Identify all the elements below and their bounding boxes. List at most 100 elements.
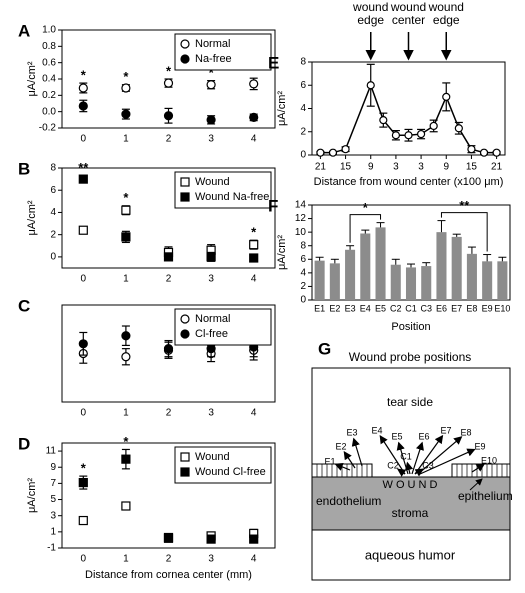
x-tick-label: 0 xyxy=(81,554,87,565)
probe-arrow xyxy=(471,463,485,473)
x-tick-label: E3 xyxy=(345,303,356,313)
point xyxy=(121,501,131,511)
point xyxy=(121,109,131,119)
significance-mark: * xyxy=(166,63,172,78)
x-tick-label: 1 xyxy=(123,554,129,565)
point xyxy=(328,148,338,157)
epithelium-arrow xyxy=(469,478,483,491)
bar xyxy=(466,253,477,300)
y-tick-label: 8 xyxy=(50,163,56,174)
legend-box xyxy=(174,171,272,209)
x-tick-label: E6 xyxy=(436,303,447,313)
y-tick-label: -1 xyxy=(47,543,56,554)
point xyxy=(78,225,88,235)
point xyxy=(249,240,259,250)
x-tick-label: 2 xyxy=(166,554,172,565)
probe-arrow xyxy=(404,461,414,475)
x-tick-label: E4 xyxy=(360,303,371,313)
y-tick-label: 12 xyxy=(295,213,307,224)
y-tick-label: 2 xyxy=(300,281,306,292)
significance-mark: ** xyxy=(459,198,470,213)
panel-letter: G xyxy=(318,339,331,358)
legend-label: Normal xyxy=(195,38,230,50)
probe-label: C3 xyxy=(422,460,434,470)
legend-box xyxy=(174,308,272,346)
significance-bracket xyxy=(440,212,488,252)
probe-arrow xyxy=(417,436,463,475)
significance-mark: * xyxy=(363,200,369,215)
probe-label: E10 xyxy=(481,455,497,465)
y-tick-label: 4 xyxy=(50,207,56,218)
y-tick-label: 0.0 xyxy=(42,106,56,117)
y-tick-label: 11 xyxy=(46,446,57,457)
point xyxy=(206,115,216,125)
x-tick-label: E5 xyxy=(375,303,386,313)
marker-label: wound xyxy=(390,0,426,14)
x-tick-label: 3 xyxy=(208,554,214,565)
x-tick-label: 3 xyxy=(393,162,399,173)
point xyxy=(121,331,131,341)
marker-label: wound xyxy=(428,0,464,14)
x-axis-label: Position xyxy=(391,321,430,333)
probe-arrow xyxy=(414,468,424,477)
marker-label: center xyxy=(392,13,425,27)
bar xyxy=(482,261,493,300)
x-tick-label: 15 xyxy=(466,162,478,173)
point xyxy=(78,174,88,184)
panel-letter: D xyxy=(18,434,30,453)
marker-label: edge xyxy=(357,13,384,27)
probe-label: C1 xyxy=(400,451,412,461)
y-axis-label: μA/cm² xyxy=(26,200,38,235)
legend-marker xyxy=(180,177,190,187)
y-tick-label: 5 xyxy=(50,494,56,505)
x-tick-label: 3 xyxy=(208,408,214,419)
y-tick-label: 9 xyxy=(50,462,56,473)
aqueous-label: aqueous humor xyxy=(365,547,456,562)
point xyxy=(163,111,174,121)
point xyxy=(249,79,259,89)
panel-letter: F xyxy=(268,196,278,215)
point xyxy=(78,83,88,93)
x-tick-label: 2 xyxy=(166,134,172,145)
x-tick-label: 9 xyxy=(368,162,374,173)
y-axis-label: μA/cm² xyxy=(276,91,288,126)
x-tick-label: E9 xyxy=(482,303,493,313)
point xyxy=(404,131,413,140)
legend-marker xyxy=(180,314,190,324)
y-tick-label: 8 xyxy=(300,57,306,68)
x-tick-label: 1 xyxy=(123,134,129,145)
diagram-title: Wound probe positions xyxy=(349,350,472,364)
probe-arrow xyxy=(334,463,351,471)
x-tick-label: 4 xyxy=(251,408,257,419)
bar xyxy=(360,233,371,300)
x-tick-label: 1 xyxy=(123,274,129,285)
significance-mark: * xyxy=(123,69,129,84)
significance-mark: ** xyxy=(78,160,89,175)
y-tick-label: 0.4 xyxy=(42,74,56,85)
point xyxy=(379,116,388,125)
y-tick-label: 1.0 xyxy=(42,25,56,36)
legend-marker xyxy=(180,54,190,64)
plot-frame xyxy=(61,167,276,269)
significance-mark: * xyxy=(123,434,129,449)
probe-arrow xyxy=(414,434,444,475)
plot-frame xyxy=(61,442,276,549)
bar xyxy=(421,266,432,300)
x-tick-label: C1 xyxy=(405,303,417,313)
legend-marker xyxy=(180,329,190,339)
y-tick-label: 1 xyxy=(50,526,56,537)
x-tick-label: E10 xyxy=(494,303,510,313)
legend-marker xyxy=(180,192,190,202)
x-tick-label: E2 xyxy=(329,303,340,313)
point xyxy=(479,148,489,157)
plot-frame xyxy=(61,304,276,403)
y-tick-label: 7 xyxy=(50,478,56,489)
legend-label: Wound xyxy=(195,176,230,188)
probe-label: E4 xyxy=(371,425,382,435)
y-tick-label: 0 xyxy=(50,252,56,263)
x-tick-label: C2 xyxy=(390,303,402,313)
y-tick-label: 0 xyxy=(300,295,306,306)
x-axis-label: Distance from cornea center (mm) xyxy=(85,569,252,581)
probe-arrow xyxy=(343,450,356,469)
x-tick-label: E7 xyxy=(451,303,462,313)
